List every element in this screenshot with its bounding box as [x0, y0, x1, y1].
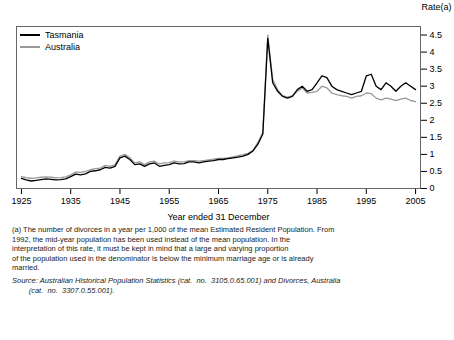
svg-text:1.5: 1.5 [430, 132, 443, 142]
svg-text:1955: 1955 [159, 196, 179, 206]
svg-text:0: 0 [430, 183, 435, 193]
svg-text:0.5: 0.5 [430, 166, 443, 176]
svg-text:2.5: 2.5 [430, 98, 443, 108]
svg-text:4: 4 [430, 47, 435, 57]
svg-text:1975: 1975 [258, 196, 278, 206]
svg-text:1965: 1965 [208, 196, 228, 206]
html-text:(a) The number of divorces in: (a) The number of divorces in a year per… [12, 225, 335, 273]
svg-text:1995: 1995 [356, 196, 376, 206]
svg-text:3.5: 3.5 [430, 64, 443, 74]
svg-text:1985: 1985 [307, 196, 327, 206]
svg-text:1: 1 [430, 149, 435, 159]
svg-text:1935: 1935 [61, 196, 81, 206]
svg-text:2005: 2005 [406, 196, 426, 206]
svg-text:Year ended 31 December: Year ended 31 December [167, 212, 269, 222]
svg-text:1945: 1945 [110, 196, 130, 206]
html-text:Source: Australian Historical: Source: Australian Historical Population… [12, 276, 341, 295]
svg-text:4.5: 4.5 [430, 30, 443, 40]
svg-text:2: 2 [430, 115, 435, 125]
html-text:Australia: Australia [45, 42, 80, 52]
svg-text:1925: 1925 [11, 196, 31, 206]
svg-text:Rate(a): Rate(a) [421, 2, 451, 12]
svg-text:3: 3 [430, 81, 435, 91]
html-text:Tasmania: Tasmania [45, 30, 84, 40]
